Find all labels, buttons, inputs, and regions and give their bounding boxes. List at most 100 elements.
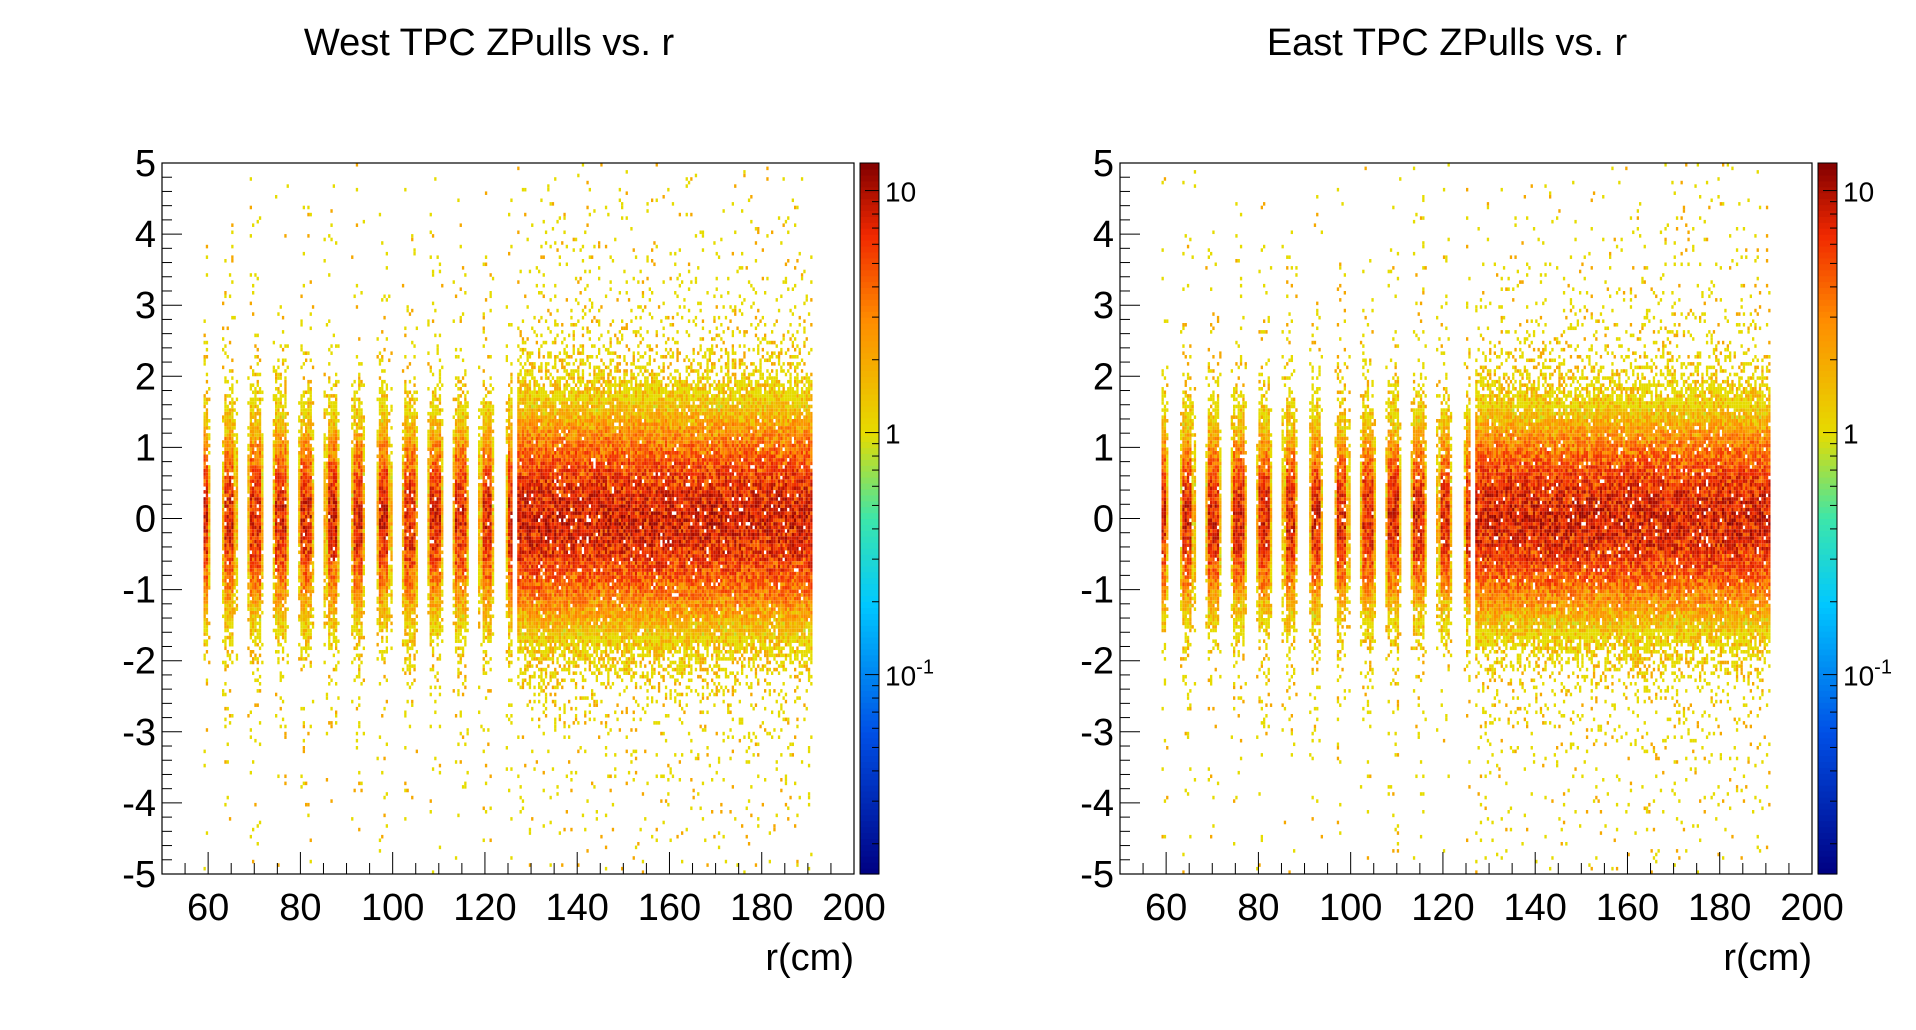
heatmap-cell — [466, 578, 469, 583]
heatmap-cell — [459, 468, 462, 473]
heatmap-cell — [281, 593, 285, 597]
heatmap-cell — [231, 514, 234, 519]
heatmap-cell — [228, 394, 232, 398]
heatmap-cell — [411, 625, 414, 629]
heatmap-cell — [335, 500, 338, 505]
heatmap-cell — [328, 586, 331, 590]
heatmap-cell — [325, 490, 329, 494]
heatmap-cell — [231, 507, 234, 512]
heatmap-cell — [355, 426, 359, 430]
heatmap-cell — [358, 458, 361, 462]
heatmap-cell — [254, 539, 257, 544]
heatmap-cell — [332, 493, 336, 498]
heatmap-cell — [277, 486, 280, 491]
heatmap-cell — [353, 578, 356, 583]
heatmap-cell — [390, 507, 393, 512]
heatmap-cell — [325, 536, 329, 540]
heatmap-cell — [231, 358, 234, 363]
heatmap-cell — [454, 422, 458, 427]
heatmap-cell — [390, 522, 393, 526]
heatmap-cell — [249, 710, 253, 715]
heatmap-cell — [325, 525, 329, 530]
heatmap-cell — [224, 294, 227, 299]
heatmap-cell — [249, 422, 253, 427]
heatmap-cell — [434, 554, 437, 558]
heatmap-cell — [388, 358, 391, 363]
heatmap-cell — [464, 543, 467, 547]
heatmap-cell — [353, 447, 356, 451]
heatmap-cell — [360, 788, 363, 793]
heatmap-cell — [378, 433, 382, 437]
heatmap-cell — [277, 497, 280, 501]
heatmap-cell — [277, 561, 280, 565]
heatmap-cell — [300, 401, 303, 405]
heatmap-cell — [388, 507, 391, 512]
heatmap-cell — [461, 554, 465, 558]
heatmap-cell — [459, 514, 462, 519]
heatmap-cell — [427, 536, 430, 540]
heatmap-cell — [309, 312, 312, 316]
heatmap-cell — [300, 667, 303, 672]
heatmap-cell — [378, 625, 382, 629]
heatmap-cell — [305, 607, 308, 611]
heatmap-cell — [249, 607, 253, 611]
heatmap-cell — [203, 394, 206, 398]
heatmap-cell — [464, 411, 467, 416]
heatmap-cell — [454, 614, 458, 619]
heatmap-cell — [411, 557, 414, 562]
heatmap-cell — [300, 603, 303, 608]
heatmap-cell — [281, 362, 285, 366]
heatmap-cell — [224, 514, 227, 519]
heatmap-cell — [302, 568, 306, 572]
heatmap-cell — [464, 451, 467, 455]
heatmap-cell — [284, 497, 287, 501]
heatmap-cell — [284, 774, 287, 779]
heatmap-cell — [323, 468, 326, 473]
heatmap-cell — [383, 543, 386, 547]
heatmap-cell — [235, 568, 239, 572]
heatmap-cell — [378, 426, 382, 430]
heatmap-cell — [231, 550, 234, 555]
heatmap-cell — [404, 468, 407, 473]
heatmap-cell — [335, 394, 338, 398]
heatmap-cell — [383, 518, 386, 523]
heatmap-cell — [228, 550, 232, 555]
heatmap-cell — [254, 451, 257, 455]
heatmap-cell — [323, 433, 326, 437]
heatmap-cell — [325, 518, 329, 523]
heatmap-cell — [256, 419, 259, 423]
heatmap-cell — [222, 497, 225, 501]
heatmap-cell — [385, 543, 389, 547]
heatmap-cell — [284, 379, 287, 384]
heatmap-cell — [261, 557, 264, 562]
heatmap-cell — [436, 411, 439, 416]
heatmap-cell — [307, 440, 310, 444]
heatmap-cell — [249, 728, 253, 732]
heatmap-cell — [413, 607, 416, 611]
heatmap-cell — [307, 426, 310, 430]
heatmap-cell — [335, 529, 338, 533]
heatmap-cell — [307, 571, 310, 576]
heatmap-cell — [358, 486, 361, 491]
heatmap-cell — [335, 404, 338, 409]
heatmap-cell — [249, 440, 253, 444]
heatmap-cell — [404, 408, 407, 412]
heatmap-cell — [332, 454, 336, 459]
heatmap-cell — [256, 600, 259, 604]
heatmap-cell — [302, 390, 306, 395]
heatmap-cell — [233, 497, 236, 501]
heatmap-cell — [228, 458, 232, 462]
heatmap-cell — [388, 610, 391, 615]
heatmap-cell — [298, 475, 301, 480]
heatmap-cell — [378, 468, 382, 473]
heatmap-cell — [228, 589, 232, 594]
heatmap-cell — [325, 486, 329, 491]
heatmap-cell — [224, 667, 227, 672]
heatmap-cell — [254, 493, 257, 498]
heatmap-cell — [459, 550, 462, 555]
heatmap-cell — [376, 561, 379, 565]
heatmap-cell — [328, 546, 331, 551]
heatmap-cell — [383, 497, 386, 501]
heatmap-cell — [330, 525, 333, 530]
heatmap-cell — [228, 511, 232, 515]
